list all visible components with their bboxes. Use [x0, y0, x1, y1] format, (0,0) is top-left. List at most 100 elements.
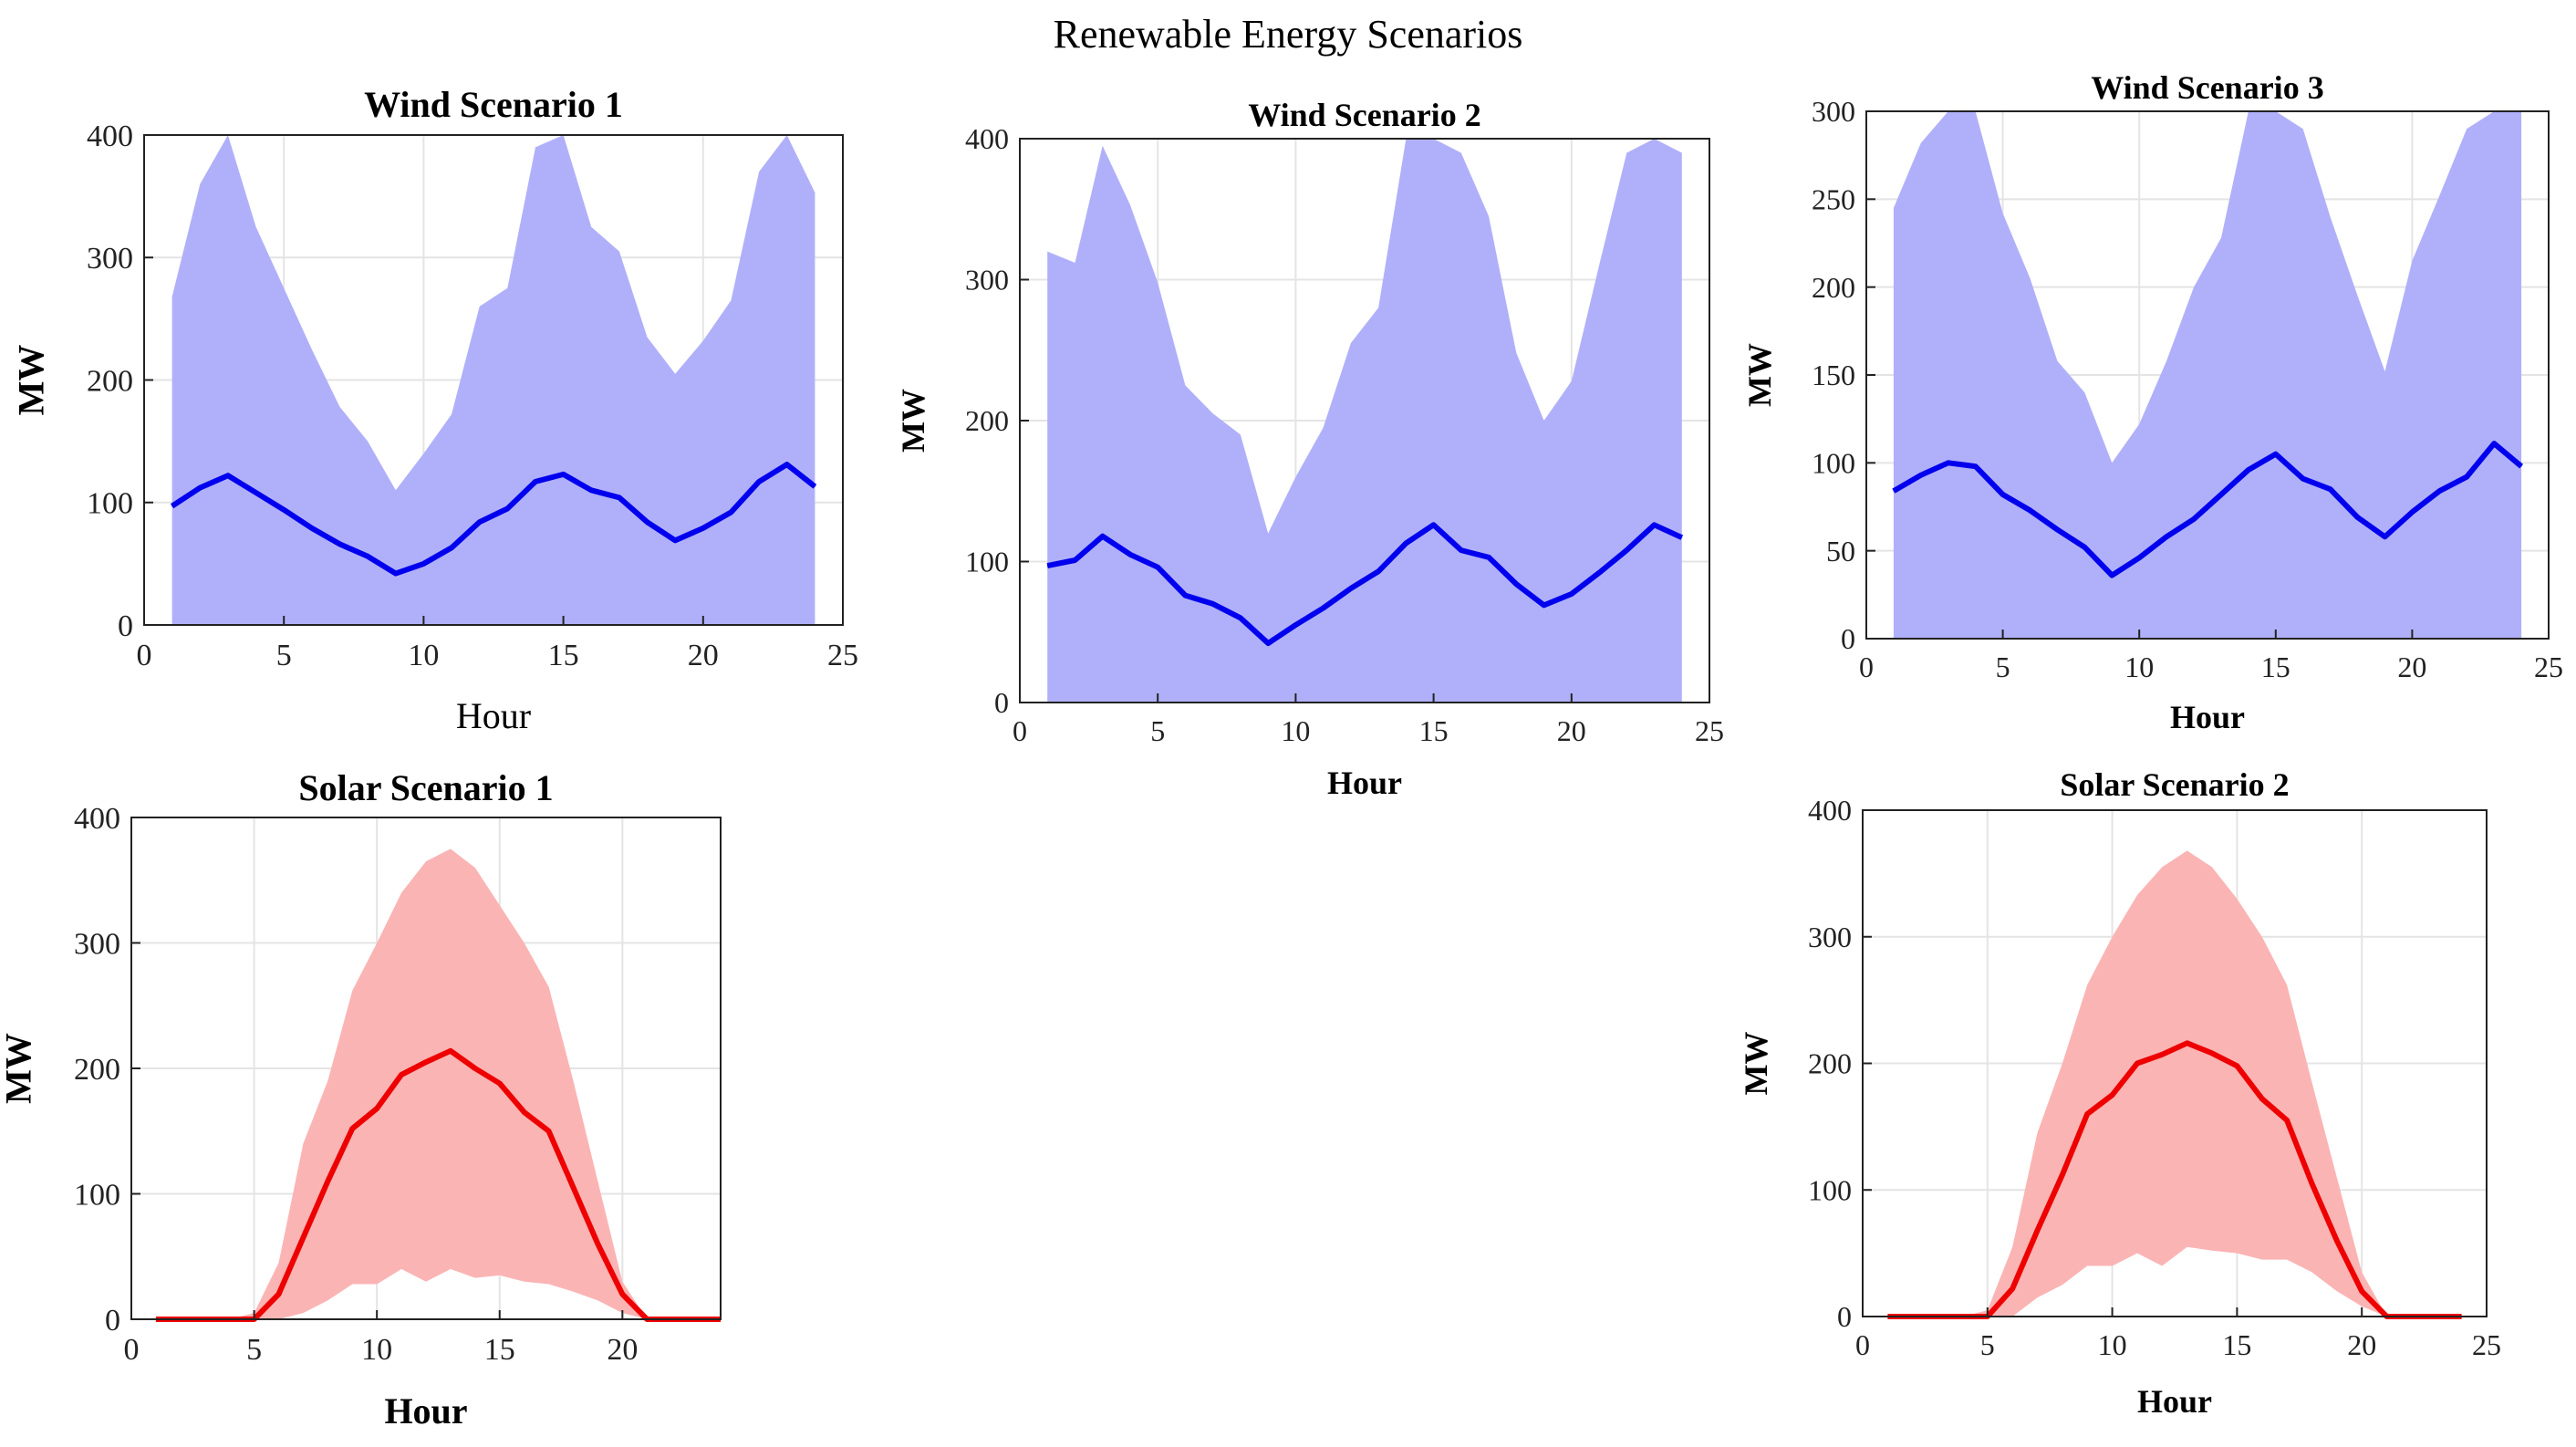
mean-point [2193, 518, 2195, 520]
mean-point [2302, 478, 2304, 480]
x-tick-label: 15 [484, 1333, 515, 1367]
mean-point [311, 527, 313, 529]
mean-point [2493, 442, 2495, 444]
mean-point [730, 511, 732, 513]
x-axis-label: Hour [2137, 1383, 2212, 1420]
y-axis-label: MW [895, 389, 931, 453]
x-tick-label: 20 [607, 1333, 638, 1367]
x-tick-label: 0 [137, 639, 152, 672]
mean-point [2186, 1042, 2188, 1044]
mean-point [621, 1294, 623, 1295]
mean-point [2136, 1063, 2138, 1064]
mean-point [2138, 557, 2140, 558]
mean-point [2161, 1054, 2163, 1056]
mean-point [647, 521, 649, 523]
x-tick-label: 0 [1855, 1328, 1870, 1361]
mean-point [1920, 474, 1922, 476]
chart-title: Wind Scenario 1 [364, 84, 623, 125]
y-tick-label: 250 [1812, 183, 1855, 216]
x-tick-label: 25 [2472, 1328, 2501, 1361]
mean-point [548, 1130, 550, 1132]
x-axis-label: Hour [1327, 765, 1402, 801]
mean-point [479, 521, 481, 523]
mean-point [2248, 469, 2249, 471]
chart-title: Solar Scenario 1 [298, 767, 553, 808]
range-band [1047, 139, 1682, 703]
y-tick-label: 300 [1812, 95, 1855, 128]
mean-point [758, 481, 760, 483]
y-tick-label: 200 [1812, 271, 1855, 304]
y-axis-label: MW [1741, 343, 1778, 407]
y-tick-label: 300 [87, 242, 133, 276]
y-tick-label: 100 [74, 1178, 120, 1212]
mean-point [1323, 607, 1324, 609]
y-axis-label: MW [0, 1033, 39, 1104]
mean-point [1294, 624, 1296, 626]
y-tick-label: 150 [1812, 359, 1855, 391]
y-tick-label: 100 [965, 546, 1009, 578]
x-tick-label: 20 [2347, 1328, 2376, 1361]
mean-point [1571, 593, 1573, 595]
mean-point [1212, 603, 1214, 605]
mean-point [2211, 1052, 2213, 1054]
x-tick-label: 10 [2124, 651, 2154, 683]
mean-point [1405, 542, 1407, 544]
mean-point [278, 1294, 279, 1295]
mean-point [395, 573, 397, 575]
x-tick-label: 5 [1150, 714, 1165, 747]
mean-point [2336, 1240, 2338, 1242]
mean-point [327, 1181, 328, 1182]
mean-point [1433, 524, 1435, 526]
mean-point [1240, 617, 1241, 619]
y-tick-label: 400 [74, 802, 120, 836]
x-tick-label: 5 [246, 1333, 262, 1367]
mean-point [2111, 575, 2113, 577]
y-tick-label: 0 [994, 686, 1009, 719]
mean-point [199, 487, 201, 489]
y-tick-label: 0 [1837, 1300, 1852, 1333]
x-tick-label: 15 [2261, 651, 2290, 683]
y-tick-label: 100 [87, 487, 133, 521]
mean-point [367, 556, 369, 557]
mean-point [1267, 642, 1269, 644]
mean-point [2056, 529, 2058, 531]
mean-point [590, 489, 592, 491]
x-tick-label: 15 [2222, 1328, 2251, 1361]
mean-point [2037, 1230, 2039, 1232]
mean-point [425, 1061, 427, 1063]
mean-point [2357, 516, 2359, 518]
range-band [1893, 111, 2522, 639]
mean-point [2011, 1287, 2013, 1289]
chart-title: Wind Scenario 2 [1248, 97, 1480, 133]
y-axis-label: MW [1738, 1032, 1774, 1096]
x-tick-label: 5 [276, 639, 292, 672]
mean-point [255, 492, 257, 494]
mean-line [1046, 522, 1684, 647]
x-tick-label: 10 [408, 639, 439, 672]
mean-point [524, 1111, 525, 1113]
x-tick-label: 5 [1980, 1328, 1995, 1361]
x-tick-label: 20 [688, 639, 719, 672]
mean-point [422, 563, 424, 565]
x-tick-label: 0 [1013, 714, 1027, 747]
x-tick-label: 25 [1695, 714, 1724, 747]
mean-point [338, 543, 340, 545]
mean-point [400, 1074, 402, 1076]
mean-point [450, 1050, 452, 1052]
y-tick-label: 0 [105, 1304, 120, 1338]
y-tick-label: 300 [965, 264, 1009, 297]
x-tick-label: 10 [1281, 714, 1310, 747]
x-tick-label: 0 [124, 1333, 140, 1367]
mean-point [1515, 583, 1517, 585]
mean-point [474, 1067, 476, 1069]
y-tick-label: 200 [87, 364, 133, 398]
figure-title: Renewable Energy Scenarios [1053, 12, 1523, 57]
mean-point [2361, 1290, 2363, 1292]
mean-point [1626, 549, 1627, 551]
mean-point [618, 496, 620, 498]
mean-point [2520, 465, 2522, 467]
mean-point [2086, 1113, 2088, 1115]
mean-point [573, 1187, 574, 1189]
